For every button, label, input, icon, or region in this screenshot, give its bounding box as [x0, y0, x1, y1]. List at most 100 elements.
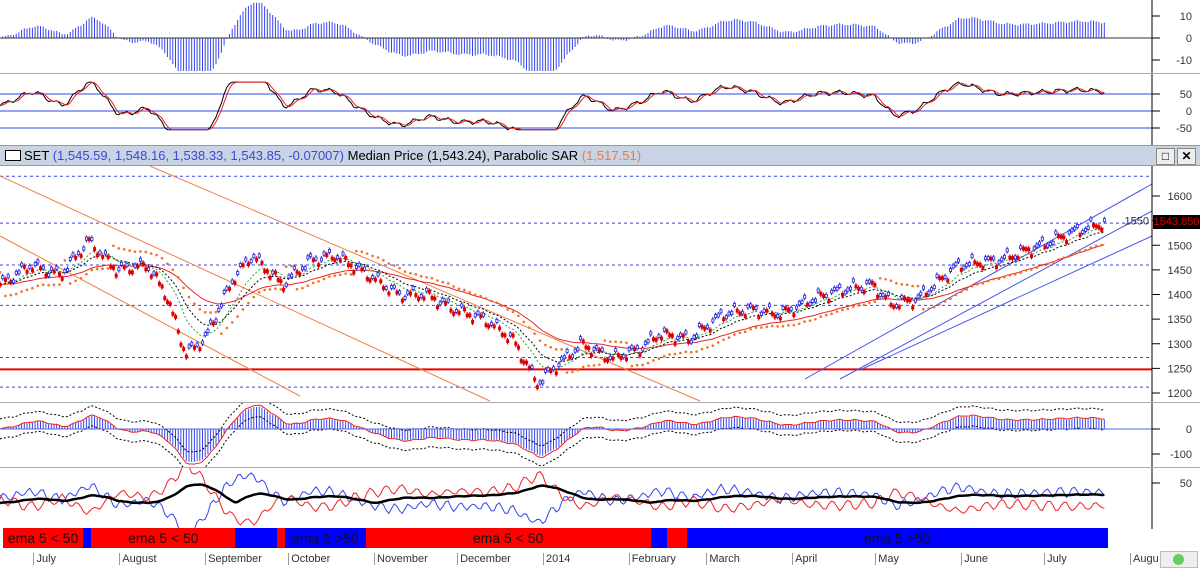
candle	[784, 306, 788, 311]
sar-dot	[295, 287, 299, 291]
candle	[136, 264, 140, 269]
candle	[157, 281, 161, 286]
candle	[71, 252, 75, 257]
candle	[246, 262, 250, 267]
sar-dot	[47, 283, 50, 287]
candle	[643, 341, 647, 346]
candle	[114, 273, 118, 278]
candle	[697, 323, 701, 327]
y-tick-label: 1200	[1168, 388, 1192, 400]
month-label: December	[457, 553, 511, 565]
sar-dot	[1030, 268, 1033, 271]
candle	[101, 255, 105, 259]
candle	[1035, 243, 1039, 248]
sar-dot	[868, 301, 871, 305]
candle	[225, 286, 229, 291]
downtrend-channel-line	[0, 235, 301, 397]
candle	[39, 266, 43, 270]
maximize-icon[interactable]: □	[1156, 148, 1175, 165]
sar-dot	[533, 332, 536, 335]
sar-dot	[808, 319, 812, 322]
candle	[949, 268, 953, 272]
candle	[273, 270, 277, 275]
sar-dot	[106, 267, 110, 270]
y-tick-label: 1450	[1168, 265, 1192, 277]
sar-dot	[117, 247, 121, 250]
candle	[889, 303, 893, 307]
sar-dot	[155, 253, 158, 257]
candle	[33, 262, 37, 267]
candle	[751, 306, 755, 310]
candle	[614, 348, 618, 353]
candle	[265, 269, 269, 274]
candle	[630, 345, 634, 350]
sar-dot	[149, 252, 153, 255]
sar-dot	[560, 348, 563, 351]
sar-dot	[214, 310, 218, 314]
sar-dot	[1057, 258, 1060, 261]
candle	[868, 279, 872, 284]
candle	[349, 263, 353, 268]
sar-dot	[878, 276, 882, 280]
candle	[446, 298, 450, 303]
sar-dot	[446, 282, 450, 285]
candle	[525, 360, 529, 365]
close-icon[interactable]: ✕	[1177, 148, 1196, 165]
sar-dot	[506, 308, 509, 311]
candle	[160, 284, 164, 289]
month-label: September	[205, 553, 262, 565]
sar-dot	[166, 262, 169, 265]
candle	[695, 333, 699, 338]
moving-average-mid	[0, 230, 1105, 363]
candle	[635, 345, 639, 350]
candle	[789, 306, 793, 311]
candle	[895, 304, 899, 308]
candle	[533, 377, 537, 382]
candle	[52, 269, 56, 274]
candle	[967, 262, 971, 266]
candle	[322, 251, 326, 256]
candle	[465, 313, 469, 318]
sar-dot	[20, 290, 23, 293]
candle	[986, 256, 990, 261]
scroll-button[interactable]	[1160, 551, 1198, 568]
candle	[309, 253, 313, 258]
sar-dot	[652, 359, 655, 362]
sar-dot	[851, 305, 855, 308]
sar-dot	[970, 285, 974, 288]
regime-segment: ema 5 < 50	[3, 528, 84, 548]
candle	[1008, 255, 1012, 260]
candle	[992, 256, 996, 261]
candle	[444, 301, 448, 305]
candle	[103, 250, 107, 255]
sar-dot	[171, 268, 175, 271]
candle	[932, 285, 936, 290]
candle	[133, 263, 137, 268]
sar-dot	[279, 288, 283, 291]
candle	[770, 312, 774, 316]
candle	[976, 262, 980, 267]
sar-dot	[916, 284, 920, 288]
sar-dot	[355, 249, 358, 253]
candle	[155, 272, 159, 277]
candle	[344, 255, 348, 260]
candle	[1032, 246, 1036, 251]
candle	[625, 357, 629, 362]
candle	[174, 315, 178, 319]
uptrend-channel-line	[839, 210, 1153, 380]
candle	[552, 366, 556, 371]
candle	[49, 266, 53, 271]
candle	[943, 275, 947, 280]
candle	[141, 261, 145, 266]
scroll-icon	[1173, 554, 1184, 565]
candle	[1011, 256, 1015, 260]
candle	[530, 365, 534, 369]
candle	[565, 349, 569, 353]
candle	[978, 262, 982, 267]
candle	[568, 355, 572, 360]
candle	[965, 263, 969, 268]
sar-dot	[1003, 275, 1006, 279]
sar-dot	[824, 313, 828, 317]
downtrend-channel-line	[0, 175, 491, 402]
candle	[390, 285, 394, 289]
